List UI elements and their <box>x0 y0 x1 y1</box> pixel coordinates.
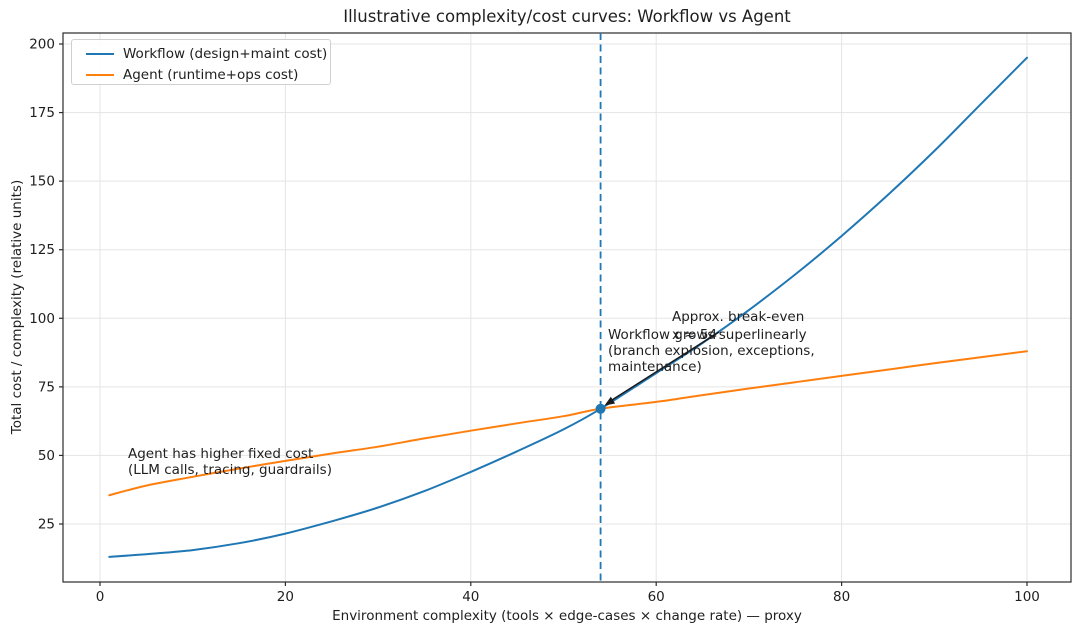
y-tick-label: 200 <box>29 37 55 53</box>
agent-line-swatch <box>86 74 114 76</box>
legend-item-agent: Agent (runtime+ops cost) <box>72 66 330 84</box>
x-tick-label: 60 <box>648 589 665 605</box>
y-tick-label: 75 <box>38 379 55 395</box>
annotation-line: Workflow grows superlinearly <box>608 327 807 343</box>
grid <box>63 33 1071 582</box>
y-tick-label: 25 <box>38 517 55 533</box>
breakeven-marker <box>595 403 606 414</box>
x-tick-label: 100 <box>1014 589 1040 605</box>
y-tick-label: 50 <box>38 448 55 464</box>
legend-label-workflow: Workflow (design+maint cost) <box>123 46 328 62</box>
axis-ticks <box>59 43 1028 586</box>
workflow-curve <box>108 56 1028 558</box>
plot-spines <box>62 32 1072 583</box>
y-tick-label: 100 <box>29 311 55 327</box>
y-axis-label: Total cost / complexity (relative units) <box>9 179 25 435</box>
y-tick-label: 125 <box>29 242 55 258</box>
y-tick-label: 150 <box>29 174 55 190</box>
x-tick-label: 20 <box>277 589 294 605</box>
x-tick-label: 0 <box>96 589 105 605</box>
legend-label-agent: Agent (runtime+ops cost) <box>123 67 299 83</box>
legend: Workflow (design+maint cost) Agent (runt… <box>71 39 331 85</box>
legend-item-workflow: Workflow (design+maint cost) <box>72 45 330 63</box>
annotation-line: (branch explosion, exceptions, <box>608 343 815 359</box>
annotation-line: x ≈ 54 <box>672 327 718 343</box>
axis-tick-labels: 0 20 40 60 80 100 25 50 75 100 125 150 175 200 <box>29 37 1040 606</box>
workflow-line-swatch <box>86 53 114 55</box>
annotation-agent-fixed-cost: Agent has higher fixed cost (LLM calls, … <box>128 446 332 478</box>
annotation-line: (LLM calls, tracing, guardrails) <box>128 462 332 478</box>
x-tick-label: 40 <box>462 589 479 605</box>
annotation-breakeven: Approx. break-even x ≈ 54 <box>672 308 804 344</box>
annotation-arrow <box>604 331 720 406</box>
x-axis-label: Environment complexity (tools × edge-cas… <box>332 608 802 624</box>
y-tick-label: 175 <box>29 105 55 121</box>
x-tick-label: 80 <box>833 589 850 605</box>
annotation-line: maintenance) <box>608 359 702 375</box>
annotation-workflow-superlinear: Workflow grows superlinearly (branch exp… <box>608 327 815 375</box>
agent-curve <box>108 350 1028 497</box>
annotation-line: Approx. break-even <box>672 309 805 325</box>
chart-title: Illustrative complexity/cost curves: Wor… <box>343 7 791 26</box>
annotation-line: Agent has higher fixed cost <box>128 446 314 462</box>
